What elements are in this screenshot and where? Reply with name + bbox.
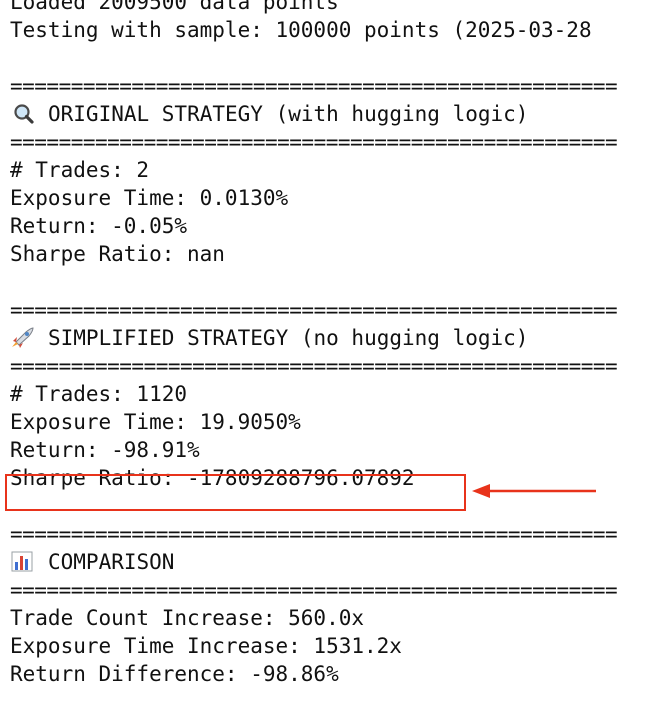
original-return: Return: -0.05% <box>10 214 188 238</box>
comparison-header: COMPARISON <box>10 548 655 576</box>
blank-line <box>10 44 655 72</box>
simplified-strategy-title: SIMPLIFIED STRATEGY (no hugging logic) <box>48 326 529 350</box>
simplified-sharpe: Sharpe Ratio: -17809288796.07892 <box>10 466 415 490</box>
magnifying-glass-icon <box>10 103 36 124</box>
bar-chart-icon <box>10 551 36 572</box>
separator-line: ========================================… <box>10 130 618 154</box>
separator-line: ========================================… <box>10 578 618 602</box>
exposure-time-increase: Exposure Time Increase: 1531.2x <box>10 634 402 658</box>
rocket-icon <box>10 327 36 348</box>
output-line-loaded: Loaded 2009500 data points <box>10 0 339 14</box>
terminal-output: Loaded 2009500 data points Testing with … <box>10 0 655 688</box>
simplified-exposure: Exposure Time: 19.9050% <box>10 410 301 434</box>
simplified-return: Return: -98.91% <box>10 438 200 462</box>
blank-line <box>10 268 655 296</box>
simplified-trades: # Trades: 1120 <box>10 382 188 406</box>
trade-count-increase: Trade Count Increase: 560.0x <box>10 606 365 630</box>
simplified-strategy-header: SIMPLIFIED STRATEGY (no hugging logic) <box>10 324 655 352</box>
separator-line: ========================================… <box>10 522 618 546</box>
sharpe-ratio-highlight-box <box>5 474 466 511</box>
return-difference: Return Difference: -98.86% <box>10 662 339 686</box>
output-line-testing: Testing with sample: 100000 points (2025… <box>10 18 592 42</box>
original-trades: # Trades: 2 <box>10 158 150 182</box>
separator-line: ========================================… <box>10 298 618 322</box>
separator-line: ========================================… <box>10 74 618 98</box>
original-strategy-header: ORIGINAL STRATEGY (with hugging logic) <box>10 100 655 128</box>
annotation-arrow-icon <box>472 484 596 498</box>
original-exposure: Exposure Time: 0.0130% <box>10 186 289 210</box>
original-sharpe: Sharpe Ratio: nan <box>10 242 225 266</box>
separator-line: ========================================… <box>10 354 618 378</box>
comparison-title: COMPARISON <box>48 550 175 574</box>
original-strategy-title: ORIGINAL STRATEGY (with hugging logic) <box>48 102 529 126</box>
